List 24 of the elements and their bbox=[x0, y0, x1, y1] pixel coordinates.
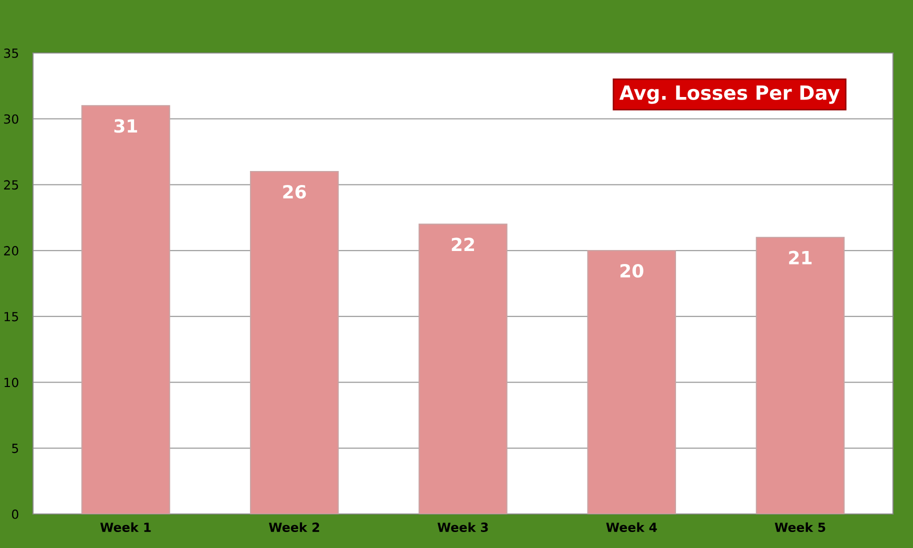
data-label: 31 bbox=[114, 119, 138, 133]
data-label: 22 bbox=[452, 238, 474, 252]
x-tick-label: Week 2 bbox=[268, 522, 320, 532]
bar bbox=[587, 250, 676, 514]
y-tick-label: 10 bbox=[4, 378, 18, 388]
y-tick-label: 25 bbox=[4, 180, 18, 190]
text: Avg. Losses Per Day bbox=[619, 86, 840, 104]
y-tick-label: 30 bbox=[4, 114, 18, 124]
data-label: 20 bbox=[620, 264, 644, 278]
bar bbox=[756, 236, 845, 514]
y-tick-label: 15 bbox=[4, 312, 18, 322]
y-tick-label: 20 bbox=[4, 246, 18, 256]
bar bbox=[418, 224, 508, 514]
x-tick-label: Week 1 bbox=[100, 522, 151, 532]
data-label: 21 bbox=[789, 250, 812, 264]
x-tick-label: Week 4 bbox=[606, 522, 657, 532]
bar bbox=[81, 105, 170, 514]
bar bbox=[250, 170, 339, 514]
y-tick-label: 0 bbox=[12, 509, 18, 519]
x-tick-label: Week 5 bbox=[774, 522, 826, 532]
y-tick-label: 35 bbox=[4, 48, 18, 58]
data-label: 26 bbox=[283, 184, 306, 199]
y-tick-label: 5 bbox=[12, 444, 18, 454]
x-tick-label: Week 3 bbox=[438, 522, 488, 532]
